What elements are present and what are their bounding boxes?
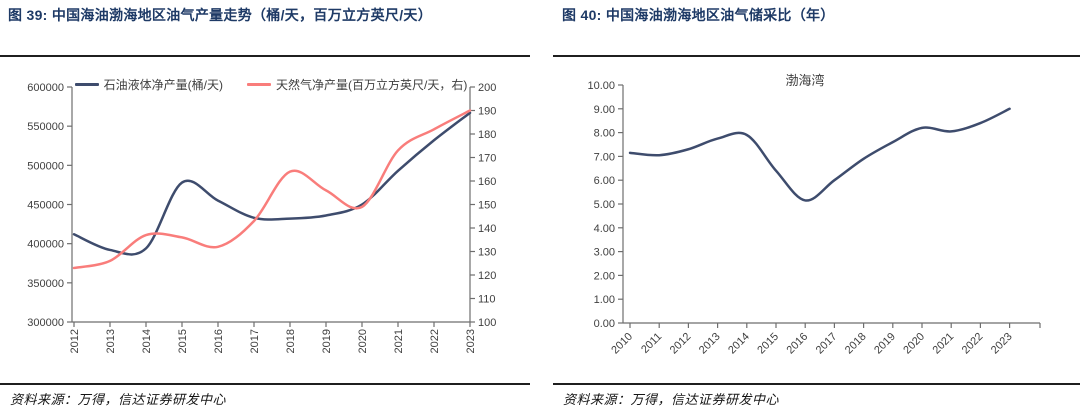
x-axis-label: 2022 [429, 329, 441, 353]
x-axis-label: 2010 [609, 331, 635, 357]
x-axis-label: 2013 [697, 331, 723, 357]
x-axis-label: 2021 [931, 331, 957, 357]
figure39-source-divider [0, 383, 530, 385]
y-axis-right-label: 110 [478, 294, 496, 306]
x-axis-label: 2022 [960, 331, 986, 357]
x-axis-label: 2014 [726, 331, 752, 357]
x-axis-label: 2021 [393, 329, 405, 353]
y-axis-left-label: 0.00 [594, 318, 615, 330]
x-axis-label: 2019 [321, 329, 333, 353]
x-axis-label: 2019 [872, 331, 898, 357]
gas-line-swatch [247, 82, 271, 86]
y-axis-left-label: 4.00 [594, 223, 615, 235]
y-axis-left-label: 7.00 [594, 151, 615, 163]
x-axis-label: 2018 [285, 329, 297, 353]
y-axis-left-label: 2.00 [594, 270, 615, 282]
y-axis-left-label: 400000 [27, 239, 64, 251]
y-axis-left-label: 3.00 [594, 247, 615, 259]
x-axis-label: 2011 [639, 331, 664, 356]
series-line-0 [72, 111, 472, 256]
x-axis-label: 2020 [357, 329, 369, 353]
x-axis-label: 2013 [105, 329, 117, 353]
y-axis-right-label: 140 [478, 223, 496, 235]
x-axis-label: 2015 [755, 331, 781, 357]
y-axis-right-label: 170 [478, 153, 496, 165]
x-axis-label: 2016 [213, 329, 225, 353]
y-axis-left-label: 8.00 [594, 128, 615, 140]
y-axis-left-label: 1.00 [594, 294, 615, 306]
y-axis-left-label: 6.00 [594, 175, 615, 187]
series-line-1 [72, 109, 472, 270]
figure39-title-divider [0, 55, 530, 57]
x-axis-label: 2012 [668, 331, 694, 357]
figure40-source-divider [553, 383, 1080, 385]
y-axis-left-label: 10.00 [587, 80, 615, 92]
figure40-title-divider [553, 55, 1080, 57]
x-axis-label: 2018 [843, 331, 869, 357]
oil-line-swatch [74, 82, 99, 86]
legend-item-oil-liquids: 石油液体净产量(桶/天) [74, 76, 223, 93]
y-axis-right-label: 200 [478, 82, 496, 94]
y-axis-left-label: 600000 [27, 82, 64, 94]
oil-legend-label: 石油液体净产量(桶/天) [103, 77, 223, 92]
x-axis-label: 2012 [69, 329, 81, 353]
y-axis-left-label: 500000 [27, 160, 64, 172]
series-line-0 [628, 107, 1011, 202]
figure39-source: 资料来源：万得，信达证券研发中心 [10, 392, 227, 407]
y-axis-left-label: 350000 [27, 278, 64, 290]
y-axis-right-label: 160 [478, 176, 496, 188]
figure39-title: 图 39: 中国海油渤海地区油气产量走势（桶/天，百万立方英尺/天） [8, 7, 432, 23]
y-axis-right-label: 100 [478, 317, 496, 329]
x-axis-label: 2016 [785, 331, 811, 357]
chart-fig40-reserve-production-ratio: 0.00 1.00 2.00 3.00 4.00 5.00 6.00 7.00 8.00 9.00… [587, 80, 1041, 357]
chart40-inner-title: 渤海湾 [785, 73, 825, 88]
figure40-title: 图 40: 中国海油渤海地区油气储采比（年） [562, 7, 835, 23]
y-axis-right-label: 150 [478, 200, 496, 212]
x-axis-label: 2017 [249, 329, 261, 353]
chart-fig39-oil-gas-output: 300000 350000 400000 450000 500000 550000 6000… [27, 82, 496, 353]
x-axis-label: 2023 [465, 329, 477, 353]
y-axis-right-label: 180 [478, 129, 496, 141]
y-axis-right-label: 130 [478, 247, 496, 259]
x-axis-label: 2014 [141, 329, 153, 353]
y-axis-left-label: 9.00 [594, 104, 615, 116]
y-axis-right-label: 190 [478, 106, 496, 118]
legend-item-natural-gas: 天然气净产量(百万立方英尺/天，右) [247, 76, 467, 93]
y-axis-left-label: 300000 [27, 317, 64, 329]
gas-legend-label: 天然气净产量(百万立方英尺/天，右) [276, 77, 468, 92]
y-axis-left-label: 450000 [27, 200, 64, 212]
figure40-source: 资料来源：万得，信达证券研发中心 [563, 392, 780, 407]
chart39-legend: 石油液体净产量(桶/天) 天然气净产量(百万立方英尺/天，右) [72, 76, 470, 92]
x-axis-label: 2020 [901, 331, 927, 357]
x-axis-label: 2015 [177, 329, 189, 353]
x-axis-label: 2017 [814, 331, 840, 357]
y-axis-left-label: 550000 [27, 121, 64, 133]
y-axis-right-label: 120 [478, 270, 496, 282]
x-axis-label: 2023 [989, 331, 1015, 357]
y-axis-left-label: 5.00 [594, 199, 615, 211]
